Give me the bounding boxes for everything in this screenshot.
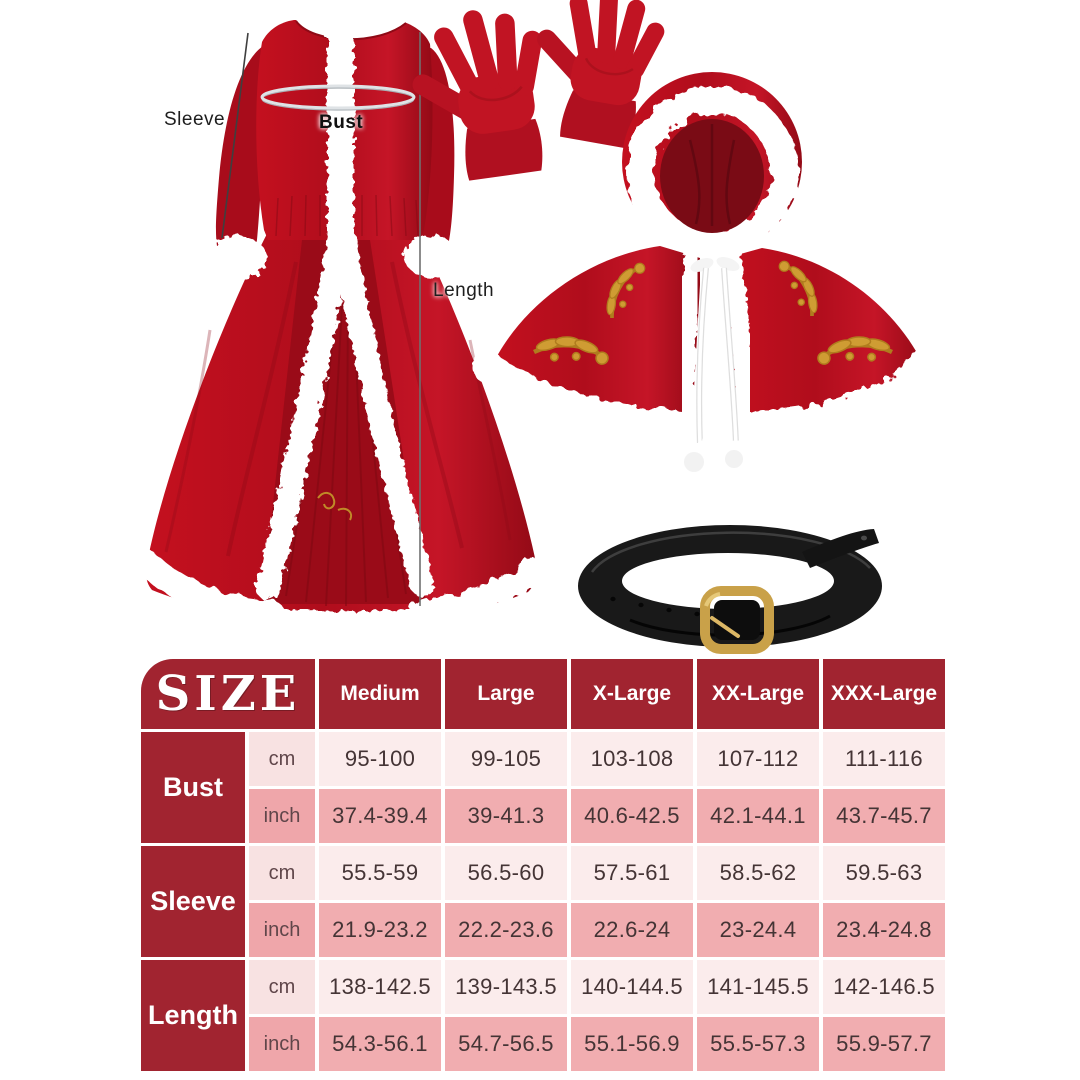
waist-gathers: [275, 194, 419, 237]
belt-tail: [802, 529, 879, 568]
unit-label: inch: [249, 789, 315, 843]
size-value: 21.9-23.2: [319, 903, 441, 957]
belt-buckle: [700, 586, 774, 654]
size-value: 107-112: [697, 732, 819, 786]
unit-label: cm: [249, 846, 315, 900]
size-value: 54.7-56.5: [445, 1017, 567, 1071]
size-column-header: XX-Large: [697, 659, 819, 729]
size-value: 39-41.3: [445, 789, 567, 843]
measurement-row-label: Sleeve: [141, 846, 245, 957]
size-value: 140-144.5: [571, 960, 693, 1014]
costume-illustration: [137, 0, 940, 654]
measurement-row-label: Length: [141, 960, 245, 1071]
unit-label: inch: [249, 903, 315, 957]
size-column-header: XXX-Large: [823, 659, 945, 729]
size-value: 99-105: [445, 732, 567, 786]
size-value: 59.5-63: [823, 846, 945, 900]
measurement-row-label: Bust: [141, 732, 245, 843]
size-chart-title: SIZE: [141, 659, 315, 729]
size-value: 40.6-42.5: [571, 789, 693, 843]
gloves-illustration: [412, 0, 665, 181]
size-value: 57.5-61: [571, 846, 693, 900]
size-column-header: Large: [445, 659, 567, 729]
size-value: 22.6-24: [571, 903, 693, 957]
size-value: 111-116: [823, 732, 945, 786]
hem-fur: [137, 553, 285, 627]
size-column-header: X-Large: [571, 659, 693, 729]
size-value: 43.7-45.7: [823, 789, 945, 843]
unit-label: cm: [249, 960, 315, 1014]
right-cuff-fur: [404, 235, 458, 277]
buckle-prong: [710, 616, 740, 638]
skirt-embroidery: [317, 492, 352, 521]
size-value: 37.4-39.4: [319, 789, 441, 843]
bust-label: Bust: [319, 112, 364, 133]
size-chart: SIZE Medium Large X-Large XX-Large XXX-Large B…: [141, 659, 945, 1071]
unit-label: inch: [249, 1017, 315, 1071]
hood-fur-ring: [626, 86, 798, 258]
size-value: 55.5-59: [319, 846, 441, 900]
front-fur-strip: [327, 26, 354, 242]
size-value: 22.2-23.6: [445, 903, 567, 957]
sleeve-label: Sleeve: [164, 109, 226, 130]
size-value: 58.5-62: [697, 846, 819, 900]
belt-holes: [610, 596, 700, 617]
size-value: 23.4-24.8: [823, 903, 945, 957]
size-value: 139-143.5: [445, 960, 567, 1014]
cape-illustration: [473, 72, 940, 495]
bust-measure-ellipse: [260, 84, 416, 110]
size-value: 142-146.5: [823, 960, 945, 1014]
size-value: 55.9-57.7: [823, 1017, 945, 1071]
size-value: 56.5-60: [445, 846, 567, 900]
belt-illustration: [578, 525, 882, 654]
size-value: 54.3-56.1: [319, 1017, 441, 1071]
dress-illustration: [137, 13, 545, 628]
cape-ties: [674, 257, 764, 495]
size-value: 141-145.5: [697, 960, 819, 1014]
size-value: 95-100: [319, 732, 441, 786]
size-value: 138-142.5: [319, 960, 441, 1014]
skirt-shading: [164, 261, 512, 557]
size-value: 23-24.4: [697, 903, 819, 957]
size-column-header: Medium: [319, 659, 441, 729]
size-value: 55.5-57.3: [697, 1017, 819, 1071]
unit-label: cm: [249, 732, 315, 786]
size-value: 42.1-44.1: [697, 789, 819, 843]
sleeve-measure-line: [221, 32, 249, 239]
size-value: 103-108: [571, 732, 693, 786]
size-value: 55.1-56.9: [571, 1017, 693, 1071]
cape-hem-fur: [473, 350, 940, 445]
left-cuff-fur: [207, 236, 267, 280]
length-label: Length: [433, 280, 495, 301]
